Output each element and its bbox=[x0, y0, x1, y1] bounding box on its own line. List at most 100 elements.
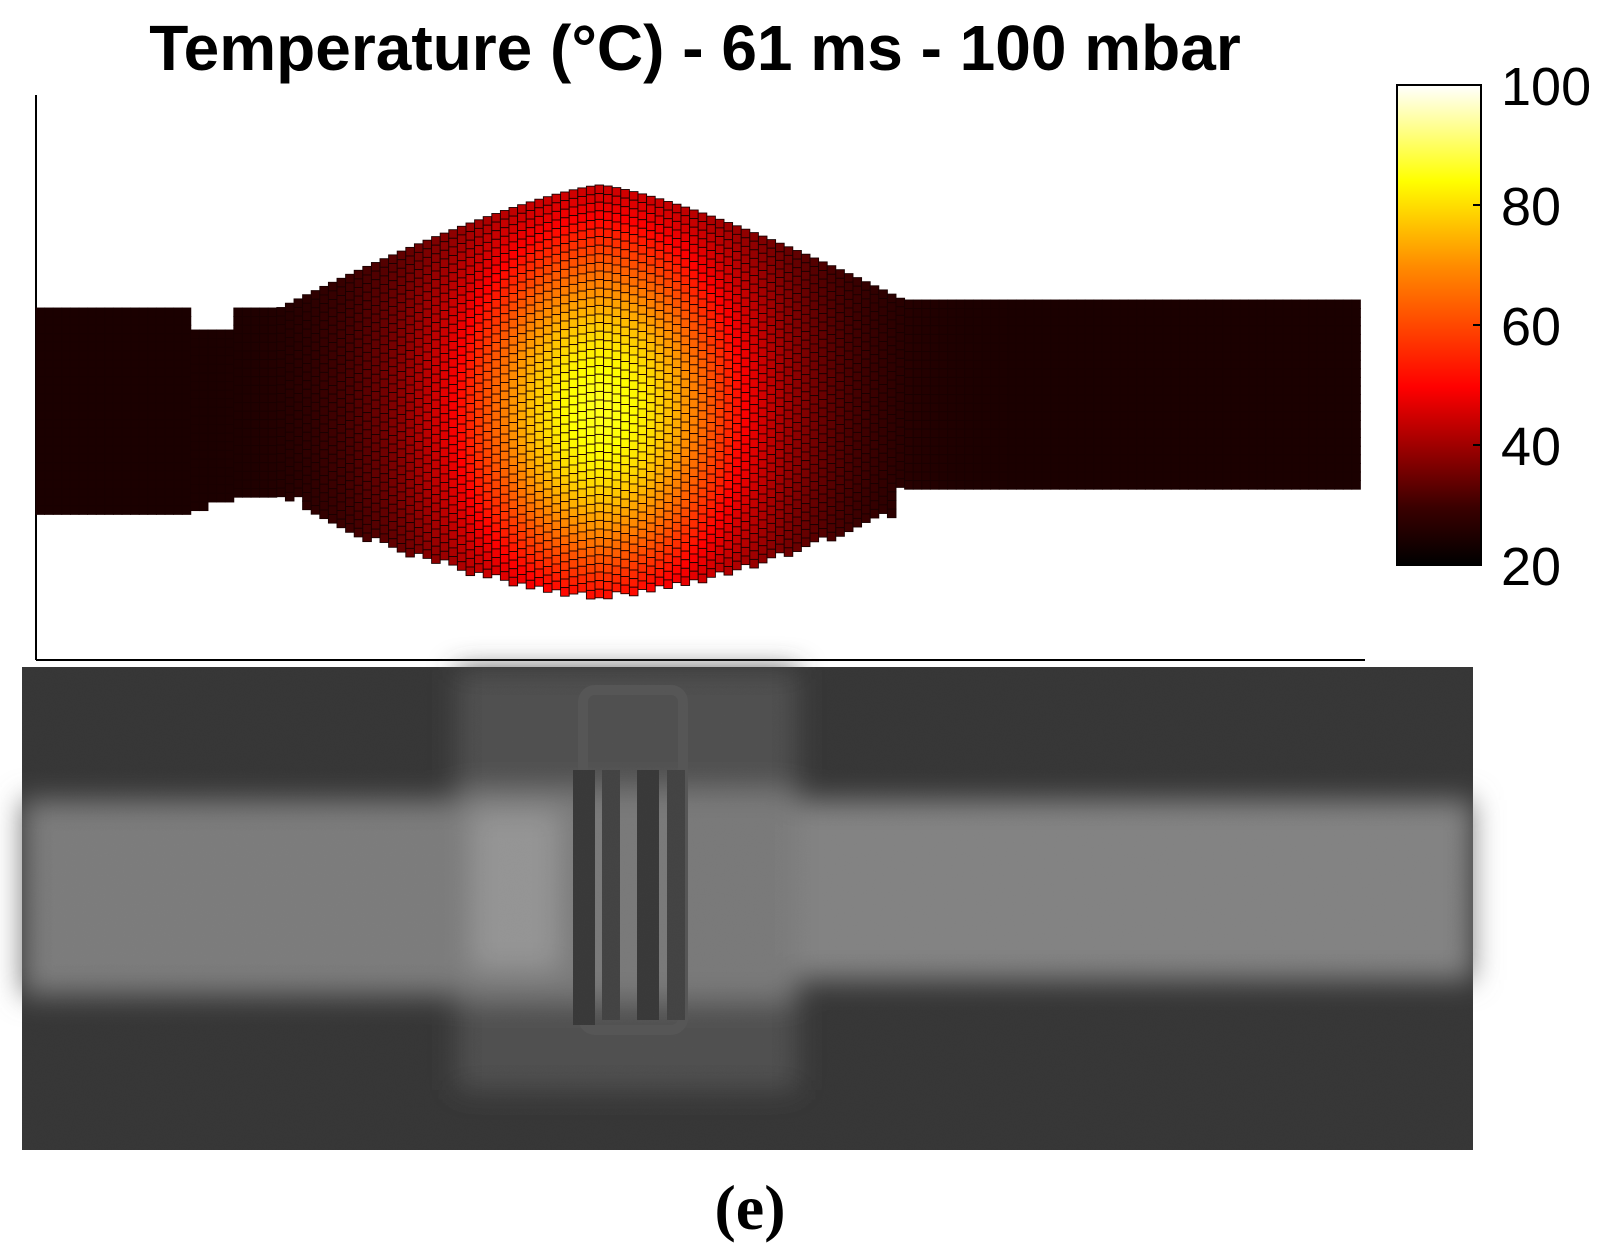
heatmap-cell bbox=[61, 307, 71, 318]
heatmap-cell bbox=[766, 428, 777, 438]
heatmap-cell bbox=[499, 218, 510, 229]
heatmap-cell bbox=[362, 480, 372, 491]
heatmap-cell bbox=[52, 479, 63, 490]
heatmap-cell bbox=[1015, 351, 1026, 361]
heatmap-cell bbox=[302, 337, 312, 347]
heatmap-cell bbox=[198, 346, 209, 357]
heatmap-cell bbox=[491, 376, 501, 386]
heatmap-cell bbox=[603, 366, 613, 376]
heatmap-cell bbox=[671, 367, 682, 377]
heatmap-cell bbox=[603, 391, 613, 402]
heatmap-cell bbox=[732, 483, 742, 493]
heatmap-cell bbox=[775, 509, 785, 519]
heatmap-cell bbox=[517, 290, 527, 300]
heatmap-cell bbox=[1256, 299, 1267, 310]
heatmap-cell bbox=[396, 267, 407, 278]
heatmap-cell bbox=[671, 530, 682, 541]
heatmap-cell bbox=[1050, 333, 1060, 344]
heatmap-cell bbox=[1299, 333, 1310, 344]
heatmap-cell bbox=[388, 263, 398, 273]
heatmap-cell bbox=[912, 394, 923, 404]
heatmap-cell bbox=[577, 419, 587, 430]
heatmap-cell bbox=[1342, 359, 1353, 370]
heatmap-cell bbox=[499, 459, 510, 469]
heatmap-cell bbox=[749, 481, 759, 492]
heatmap-cell bbox=[1007, 333, 1017, 344]
heatmap-cell bbox=[302, 406, 312, 416]
heatmap-cell bbox=[895, 392, 906, 402]
heatmap-cell bbox=[723, 376, 734, 387]
heatmap-cell bbox=[697, 221, 708, 231]
heatmap-cell bbox=[1153, 325, 1164, 335]
heatmap-cell bbox=[826, 420, 837, 430]
heatmap-cell bbox=[706, 379, 716, 389]
heatmap-cell bbox=[568, 258, 579, 268]
heatmap-cell bbox=[439, 284, 450, 294]
heatmap-cell bbox=[878, 478, 888, 489]
heatmap-cell bbox=[886, 405, 897, 415]
heatmap-cell bbox=[1179, 376, 1189, 387]
heatmap-cell bbox=[1119, 480, 1129, 490]
heatmap-cell bbox=[474, 511, 484, 522]
heatmap-cell bbox=[654, 542, 665, 552]
heatmap-cell bbox=[714, 253, 725, 263]
heatmap-cell bbox=[809, 463, 820, 474]
heatmap-cell bbox=[1127, 376, 1138, 387]
heatmap-cell bbox=[1334, 342, 1344, 353]
heatmap-cell bbox=[637, 451, 648, 461]
heatmap-cell bbox=[654, 559, 665, 570]
heatmap-cell bbox=[362, 489, 372, 500]
heatmap-cell bbox=[1050, 359, 1060, 370]
heatmap-cell bbox=[164, 341, 175, 352]
heatmap-cell bbox=[585, 263, 596, 273]
heatmap-cell bbox=[783, 487, 794, 497]
heatmap-cell bbox=[904, 471, 914, 482]
heatmap-cell bbox=[542, 333, 553, 344]
heatmap-cell bbox=[1248, 376, 1258, 387]
heatmap-cell bbox=[1101, 368, 1112, 378]
heatmap-cell bbox=[1119, 394, 1129, 404]
heatmap-cell bbox=[353, 441, 364, 452]
heatmap-cell bbox=[551, 460, 562, 470]
heatmap-cell bbox=[1291, 308, 1301, 318]
heatmap-cell bbox=[620, 352, 630, 362]
heatmap-cell bbox=[646, 565, 656, 576]
heatmap-cell bbox=[190, 338, 200, 348]
heatmap-cell bbox=[594, 554, 605, 564]
heatmap-cell bbox=[998, 419, 1009, 430]
heatmap-cell bbox=[620, 455, 630, 466]
heatmap-cell bbox=[542, 308, 553, 318]
heatmap-cell bbox=[147, 316, 157, 326]
heatmap-cell bbox=[310, 436, 321, 446]
heatmap-cell bbox=[611, 531, 622, 541]
heatmap-cell bbox=[594, 511, 605, 521]
heatmap-cell bbox=[869, 405, 880, 416]
heatmap-cell bbox=[1222, 333, 1232, 344]
heatmap-cell bbox=[740, 271, 751, 282]
heatmap-cell bbox=[267, 367, 278, 378]
heatmap-cell bbox=[818, 313, 828, 323]
heatmap-cell bbox=[1205, 385, 1215, 396]
heatmap-cell bbox=[1205, 402, 1215, 413]
heatmap-cell bbox=[628, 483, 639, 494]
heatmap-cell bbox=[276, 410, 286, 420]
heatmap-cell bbox=[792, 310, 802, 320]
heatmap-cell bbox=[585, 555, 596, 566]
heatmap-cell bbox=[1170, 359, 1181, 370]
heatmap-cell bbox=[1334, 299, 1344, 310]
heatmap-cell bbox=[147, 402, 157, 412]
heatmap-cell bbox=[551, 219, 562, 230]
heatmap-cell bbox=[1325, 333, 1336, 344]
heatmap-cell bbox=[112, 496, 123, 507]
heatmap-cell bbox=[637, 253, 648, 264]
heatmap-cell bbox=[577, 307, 587, 318]
heatmap-cell bbox=[241, 393, 252, 404]
heatmap-cell bbox=[431, 468, 441, 478]
heatmap-cell bbox=[783, 272, 794, 282]
heatmap-cell bbox=[835, 449, 845, 460]
heatmap-cell bbox=[1196, 385, 1207, 396]
heatmap-cell bbox=[680, 413, 691, 423]
heatmap-cell bbox=[843, 462, 854, 472]
heatmap-cell bbox=[1213, 411, 1224, 421]
heatmap-cell bbox=[1179, 351, 1189, 361]
